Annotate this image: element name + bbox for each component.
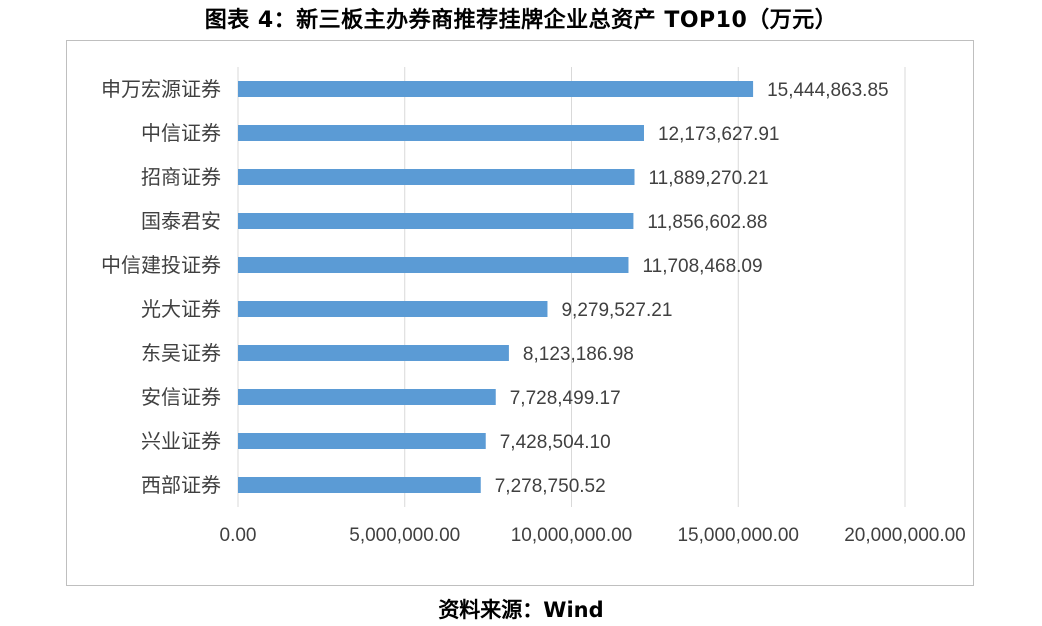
category-label: 中信建投证券 [101, 253, 221, 277]
x-tick-labels: 0.00 5,000,000.00 10,000,000.00 15,000,000.… [220, 525, 966, 546]
value-label: 7,728,499.17 [510, 388, 621, 409]
category-label: 招商证券 [141, 165, 221, 189]
value-label: 11,856,602.88 [647, 212, 767, 233]
bar [238, 125, 644, 141]
bar-chart: 申万宏源证券中信证券招商证券国泰君安中信建投证券光大证券东吴证券安信证券兴业证券… [101, 67, 966, 546]
chart-frame: 申万宏源证券中信证券招商证券国泰君安中信建投证券光大证券东吴证券安信证券兴业证券… [66, 40, 974, 586]
bar [238, 81, 754, 97]
x-tick-label: 10,000,000.00 [511, 525, 633, 546]
category-label: 西部证券 [141, 473, 221, 497]
value-label: 8,123,186.98 [523, 344, 634, 365]
x-tick-label: 15,000,000.00 [677, 525, 799, 546]
value-label: 11,708,468.09 [642, 256, 762, 277]
category-label: 东吴证券 [141, 341, 221, 365]
value-label: 7,428,504.10 [500, 432, 611, 453]
value-label: 12,173,627.91 [658, 124, 780, 145]
category-label: 申万宏源证券 [101, 77, 221, 101]
category-label: 中信证券 [141, 121, 221, 145]
value-label: 9,279,527.21 [561, 300, 672, 321]
category-label: 兴业证券 [141, 429, 221, 453]
chart-title: 图表 4：新三板主办券商推荐挂牌企业总资产 TOP10（万元） [204, 8, 838, 33]
value-labels: 15,444,863.85 12,173,627.91 11,889,270.21 1… [495, 80, 889, 497]
category-label: 光大证券 [141, 297, 221, 321]
category-labels: 申万宏源证券中信证券招商证券国泰君安中信建投证券光大证券东吴证券安信证券兴业证券… [101, 77, 221, 497]
category-label: 国泰君安 [141, 209, 221, 233]
bar [238, 389, 496, 405]
bar [238, 257, 629, 273]
value-label: 7,278,750.52 [495, 476, 606, 497]
bar [238, 433, 486, 449]
bar [238, 345, 509, 361]
bar [238, 477, 481, 493]
bar [238, 169, 635, 185]
value-label: 15,444,863.85 [767, 80, 889, 101]
x-tick-label: 20,000,000.00 [844, 525, 966, 546]
x-tick-label: 5,000,000.00 [349, 525, 460, 546]
source-note: 资料来源：Wind [438, 598, 604, 622]
bars [238, 81, 754, 493]
category-label: 安信证券 [141, 385, 221, 409]
value-label: 11,889,270.21 [649, 168, 769, 189]
x-tick-label: 0.00 [220, 525, 257, 546]
bar [238, 213, 634, 229]
bar [238, 301, 548, 317]
